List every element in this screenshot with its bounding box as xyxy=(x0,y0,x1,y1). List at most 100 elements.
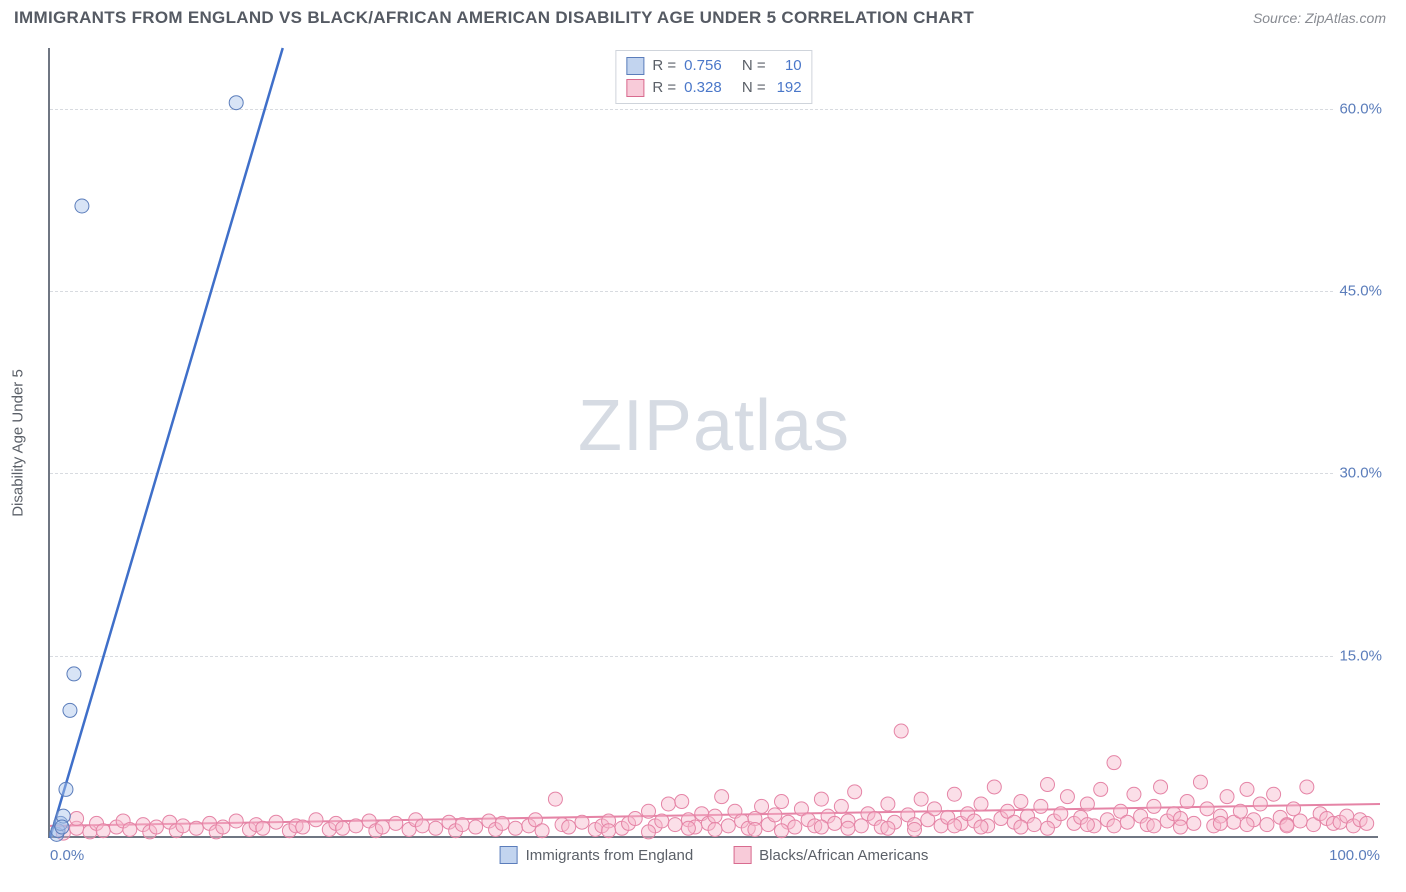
data-point xyxy=(1041,821,1055,835)
data-point xyxy=(661,797,675,811)
data-point xyxy=(67,667,81,681)
data-point xyxy=(721,819,735,833)
y-tick-label: 15.0% xyxy=(1333,647,1382,664)
data-point xyxy=(927,802,941,816)
data-point xyxy=(70,812,84,826)
data-point xyxy=(189,821,203,835)
data-point xyxy=(675,795,689,809)
legend-r-label: R = xyxy=(652,55,676,77)
data-point xyxy=(788,820,802,834)
data-point xyxy=(55,820,69,834)
data-point xyxy=(668,818,682,832)
swatch-pink-icon xyxy=(733,846,751,864)
data-point xyxy=(389,816,403,830)
data-point xyxy=(548,792,562,806)
x-tick-label: 0.0% xyxy=(50,847,84,864)
data-point xyxy=(309,813,323,827)
data-point xyxy=(229,814,243,828)
plot-container: Disability Age Under 5 ZIPatlas R = 0.75… xyxy=(48,48,1378,838)
data-point xyxy=(1267,787,1281,801)
data-point xyxy=(814,820,828,834)
data-point xyxy=(429,821,443,835)
data-point xyxy=(1060,790,1074,804)
data-point xyxy=(881,797,895,811)
y-axis-title: Disability Age Under 5 xyxy=(10,369,27,517)
data-point xyxy=(974,797,988,811)
data-point xyxy=(535,824,549,838)
legend-bottom-item-1: Blacks/African Americans xyxy=(733,846,928,864)
data-point xyxy=(1253,797,1267,811)
chart-title: IMMIGRANTS FROM ENGLAND VS BLACK/AFRICAN… xyxy=(14,8,974,28)
plot-area: ZIPatlas R = 0.756 N = 10 R = 0.328 N = … xyxy=(48,48,1378,838)
data-point xyxy=(708,809,722,823)
data-point xyxy=(881,821,895,835)
data-point xyxy=(768,808,782,822)
legend-bottom-label: Immigrants from England xyxy=(526,847,694,864)
data-point xyxy=(708,822,722,836)
data-point xyxy=(1174,820,1188,834)
legend-r-value: 0.756 xyxy=(684,55,722,77)
data-point xyxy=(495,816,509,830)
legend-r-label: R = xyxy=(652,77,676,99)
data-point xyxy=(1080,818,1094,832)
data-point xyxy=(59,782,73,796)
legend-top-row-0: R = 0.756 N = 10 xyxy=(626,55,801,77)
data-point xyxy=(1260,818,1274,832)
data-point xyxy=(987,780,1001,794)
data-point xyxy=(455,818,469,832)
data-point xyxy=(1213,816,1227,830)
data-point xyxy=(269,815,283,829)
data-point xyxy=(75,199,89,213)
data-point xyxy=(216,820,230,834)
data-point xyxy=(642,804,656,818)
data-point xyxy=(1107,756,1121,770)
y-tick-label: 45.0% xyxy=(1333,283,1382,300)
data-point xyxy=(96,824,110,838)
data-point xyxy=(123,822,137,836)
data-point xyxy=(1300,780,1314,794)
legend-n-value: 192 xyxy=(774,77,802,99)
swatch-pink-icon xyxy=(626,79,644,97)
data-point xyxy=(681,821,695,835)
data-point xyxy=(775,824,789,838)
data-point xyxy=(755,799,769,813)
data-point xyxy=(1240,782,1254,796)
data-point xyxy=(296,820,310,834)
data-point xyxy=(814,792,828,806)
data-point xyxy=(1054,807,1068,821)
data-point xyxy=(1147,799,1161,813)
data-point xyxy=(828,816,842,830)
data-point xyxy=(628,812,642,826)
legend-n-label: N = xyxy=(742,55,766,77)
data-point xyxy=(974,820,988,834)
data-point xyxy=(947,819,961,833)
swatch-blue-icon xyxy=(500,846,518,864)
data-point xyxy=(894,724,908,738)
data-point xyxy=(1280,819,1294,833)
data-point xyxy=(1187,816,1201,830)
data-point xyxy=(415,819,429,833)
data-point xyxy=(1034,799,1048,813)
x-tick-label: 100.0% xyxy=(1329,847,1380,864)
data-point xyxy=(1027,818,1041,832)
data-point xyxy=(469,820,483,834)
data-point xyxy=(1220,790,1234,804)
data-point xyxy=(775,795,789,809)
data-point xyxy=(748,822,762,836)
data-point xyxy=(1200,802,1214,816)
data-point xyxy=(1293,814,1307,828)
data-point xyxy=(1127,787,1141,801)
legend-bottom-label: Blacks/African Americans xyxy=(759,847,928,864)
data-point xyxy=(1041,778,1055,792)
data-point xyxy=(176,819,190,833)
legend-r-value: 0.328 xyxy=(684,77,722,99)
source-label: Source: ZipAtlas.com xyxy=(1253,10,1386,26)
data-point xyxy=(908,822,922,836)
data-point xyxy=(229,96,243,110)
data-point xyxy=(1154,780,1168,794)
data-point xyxy=(602,824,616,838)
data-point xyxy=(1014,820,1028,834)
swatch-blue-icon xyxy=(626,57,644,75)
data-point xyxy=(149,820,163,834)
legend-n-value: 10 xyxy=(774,55,802,77)
